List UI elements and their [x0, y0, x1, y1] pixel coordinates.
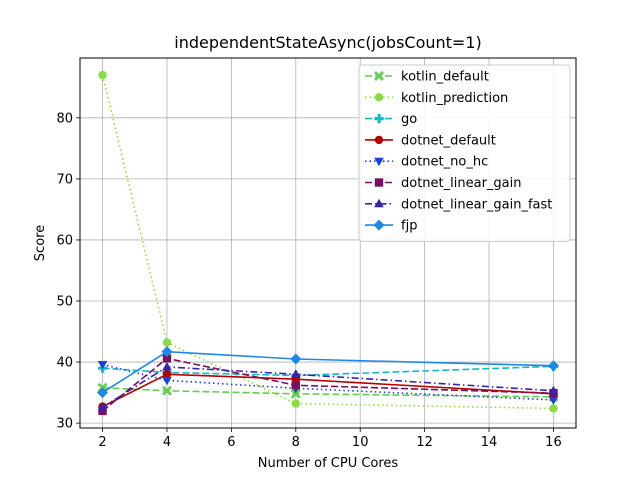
legend-label: dotnet_linear_gain_fast	[401, 197, 552, 212]
series-layer	[97, 70, 559, 416]
series-fjp	[97, 346, 559, 399]
legend-entry: dotnet_no_hc	[365, 155, 488, 170]
data-point	[162, 354, 172, 363]
series-line	[102, 363, 554, 401]
legend-marker	[374, 178, 384, 187]
series-line	[102, 373, 554, 408]
y-axis-title: Score	[33, 225, 48, 261]
x-tick-label: 14	[481, 435, 498, 450]
legend-entry: dotnet_default	[365, 133, 496, 148]
x-tick-label: 8	[292, 435, 300, 450]
x-tick-label: 16	[545, 435, 562, 450]
data-point	[161, 346, 173, 358]
legend-label: kotlin_prediction	[401, 91, 508, 106]
series-line	[102, 366, 554, 408]
data-point	[162, 361, 172, 371]
legend-marker	[373, 219, 385, 231]
data-point	[162, 370, 172, 379]
x-tick-label: 10	[352, 435, 369, 450]
x-tick-label: 4	[163, 435, 171, 450]
legend-entry: fjp	[365, 219, 417, 234]
data-point	[290, 369, 301, 378]
data-point	[97, 387, 109, 399]
chart-title: independentStateAsync(jobsCount=1)	[174, 33, 482, 52]
legend-entry: dotnet_linear_gain	[365, 176, 521, 191]
legend-marker	[374, 135, 384, 145]
data-point	[162, 338, 172, 347]
legend-entry: kotlin_default	[365, 70, 489, 85]
series-line	[102, 350, 554, 394]
legend-label: dotnet_linear_gain	[401, 176, 521, 191]
x-axis-title: Number of CPU Cores	[258, 456, 399, 471]
data-point	[162, 376, 172, 386]
legend-label: go	[401, 112, 417, 127]
legend-entry: kotlin_prediction	[365, 91, 508, 106]
legend-marker	[374, 93, 384, 102]
legend-entry: dotnet_linear_gain_fast	[365, 197, 552, 212]
y-tick-label: 70	[56, 172, 73, 187]
legend-label: kotlin_default	[401, 70, 489, 85]
series-line	[102, 386, 554, 398]
legend-marker	[374, 157, 384, 167]
series-line	[102, 365, 554, 377]
y-tick-label: 40	[56, 356, 73, 371]
data-point	[290, 388, 301, 399]
data-point	[97, 402, 108, 411]
data-point	[549, 404, 558, 413]
x-tick-label: 6	[227, 435, 235, 450]
legend-box	[358, 64, 571, 242]
legend-marker	[374, 198, 384, 208]
data-point	[291, 399, 300, 408]
data-point	[97, 361, 108, 370]
x-tick-label: 2	[98, 435, 106, 450]
data-point	[290, 353, 302, 365]
legend-label: dotnet_default	[401, 133, 496, 148]
legend-label: fjp	[401, 219, 417, 234]
series-line	[102, 357, 554, 412]
legend-marker	[374, 114, 384, 124]
legend-marker	[374, 71, 384, 81]
y-tick-label: 50	[56, 295, 73, 310]
plot-frame	[79, 57, 577, 429]
data-point	[161, 385, 172, 396]
data-point	[548, 385, 559, 395]
legend-entry: go	[365, 112, 417, 127]
data-point	[547, 360, 559, 372]
legend-label: dotnet_no_hc	[401, 155, 488, 170]
x-tick-label: 12	[416, 435, 433, 450]
data-point	[98, 70, 107, 80]
y-tick-label: 80	[56, 111, 73, 126]
data-point	[98, 406, 107, 416]
data-point	[548, 396, 559, 405]
y-tick-label: 30	[56, 417, 73, 432]
series-kotlin-prediction	[98, 70, 558, 413]
ticks: 2 4 6 8 10 12 14 16 30 40 50 60 70 80	[56, 111, 561, 450]
y-tick-label: 60	[56, 233, 73, 248]
series-dotnet-linear-gain-fast	[97, 361, 559, 411]
data-point	[291, 381, 300, 390]
